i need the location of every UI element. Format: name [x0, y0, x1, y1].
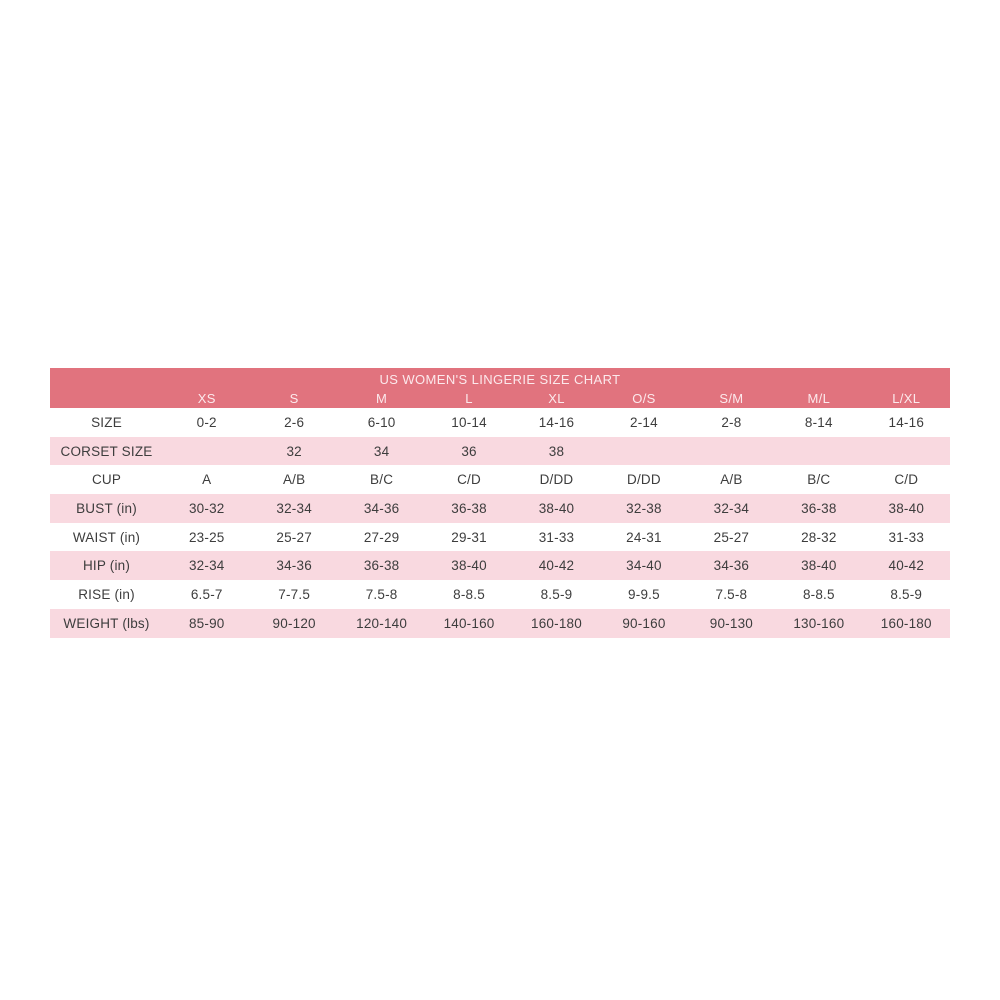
size-value-cell: 34-36 — [363, 500, 400, 516]
size-value-cell: 0-2 — [196, 414, 217, 430]
size-value-cell: 14-16 — [538, 414, 575, 430]
size-value-cell: 32-34 — [188, 558, 225, 574]
table-row: CORSET SIZE 32 34 36 38 — [50, 436, 950, 466]
size-value-cell: B/C — [807, 472, 831, 488]
size-value-cell: 34-40 — [626, 558, 662, 574]
size-value-cell: 90-120 — [272, 615, 316, 631]
size-column-header: L — [465, 391, 473, 406]
size-value-cell: 32-34 — [276, 500, 312, 516]
size-value-cell: 120-140 — [356, 615, 408, 631]
table-row: RISE (in) 6.5-7 7-7.5 7.5-8 8-8.5 8.5-9 9-9.5 7… — [50, 580, 950, 609]
size-value-cell: 27-29 — [363, 529, 400, 545]
table-row: BUST (in) 30-32 32-34 34-36 36-38 38-40 32-38 3… — [50, 494, 950, 523]
size-value-cell: 8-8.5 — [453, 586, 485, 602]
size-value-cell: 8.5-9 — [540, 586, 573, 602]
size-value-cell: 10-14 — [451, 414, 487, 430]
table-row: WAIST (in) 23-25 25-27 27-29 29-31 31-33 24-31… — [50, 522, 950, 552]
size-value-cell: 9-9.5 — [628, 586, 660, 602]
size-column-header: S/M — [719, 391, 744, 406]
size-value-cell: 34-36 — [713, 558, 750, 574]
size-value-cell: 8.5-9 — [890, 586, 923, 602]
size-value-cell: 34-36 — [276, 558, 312, 574]
size-value-cell: 2-14 — [630, 414, 658, 430]
size-value-cell: 36-38 — [363, 558, 400, 574]
size-value-cell: D/DD — [539, 472, 574, 488]
size-value-cell: 24-31 — [626, 529, 662, 545]
size-value-cell: C/D — [894, 472, 919, 488]
size-value-cell: 36 — [461, 443, 477, 459]
size-value-cell: 31-33 — [538, 529, 575, 545]
size-header-row: XS S M L XL O/S S/M M/L L/XL — [50, 389, 950, 408]
row-label: WAIST (in) — [72, 529, 141, 545]
size-column-header: S — [289, 391, 299, 406]
size-value-cell: 38-40 — [451, 558, 487, 574]
size-value-cell: 7.5-8 — [365, 586, 398, 602]
size-value-cell: 23-25 — [188, 529, 225, 545]
size-value-cell: 38 — [548, 443, 565, 459]
size-value-cell: 32-34 — [713, 500, 750, 516]
table-body: SIZE 0-2 2-6 6-10 10-14 14-16 2-14 2-8 8-14 14-16… — [50, 408, 950, 638]
size-value-cell: 7-7.5 — [278, 586, 311, 602]
size-value-cell: 31-33 — [888, 529, 925, 545]
size-value-cell: 140-160 — [443, 615, 495, 631]
table-row: WEIGHT (lbs) 85-90 90-120 120-140 140-160 160… — [50, 608, 950, 638]
size-value-cell: 25-27 — [276, 529, 312, 545]
size-value-cell: 36-38 — [801, 500, 837, 516]
size-value-cell: 38-40 — [801, 558, 837, 574]
size-column-header: O/S — [632, 391, 656, 406]
size-value-cell: 130-160 — [793, 615, 845, 631]
row-label: WEIGHT (lbs) — [63, 615, 150, 631]
size-value-cell: 29-31 — [451, 529, 487, 545]
table-header-band: US WOMEN'S LINGERIE SIZE CHART XS S M L XL O/… — [50, 368, 950, 408]
size-value-cell: 8-14 — [804, 414, 833, 430]
row-label: HIP (in) — [82, 558, 131, 574]
size-value-cell: D/DD — [627, 472, 661, 488]
row-label: CUP — [91, 472, 122, 488]
size-value-cell: 28-32 — [801, 529, 837, 545]
table-row: SIZE 0-2 2-6 6-10 10-14 14-16 2-14 2-8 8-14 14-16 — [50, 408, 950, 437]
size-value-cell: 32 — [286, 443, 302, 459]
size-column-header: XL — [548, 391, 565, 406]
size-value-cell: 38-40 — [538, 500, 575, 516]
size-value-cell: C/D — [457, 472, 481, 488]
lingerie-size-chart-table: US WOMEN'S LINGERIE SIZE CHART XS S M L XL O/… — [50, 368, 950, 638]
table-row: CUP A A/B B/C C/D D/DD D/DD A/B B/C C/D — [50, 465, 950, 495]
size-value-cell: 30-32 — [188, 500, 225, 516]
size-column-header: M — [376, 391, 388, 406]
row-label: BUST (in) — [76, 500, 137, 516]
size-value-cell: 32-38 — [626, 500, 662, 516]
size-column-header: XS — [197, 391, 216, 406]
size-value-cell: 7.5-8 — [715, 586, 748, 602]
size-column-header: M/L — [807, 391, 831, 406]
size-value-cell: 2-8 — [721, 414, 742, 430]
size-value-cell: 34 — [373, 443, 390, 459]
size-value-cell: 6.5-7 — [190, 586, 223, 602]
size-value-cell: 2-6 — [284, 414, 305, 430]
size-value-cell: 38-40 — [888, 500, 925, 516]
size-value-cell: 85-90 — [188, 615, 225, 631]
size-column-header: L/XL — [892, 391, 921, 406]
row-label: CORSET SIZE — [60, 443, 153, 459]
size-value-cell: A — [202, 472, 212, 488]
size-value-cell: 6-10 — [367, 414, 396, 430]
row-label: RISE (in) — [78, 586, 135, 602]
size-value-cell: 25-27 — [713, 529, 750, 545]
size-value-cell: 40-42 — [888, 558, 925, 574]
size-value-cell: 90-130 — [709, 615, 753, 631]
size-value-cell: B/C — [370, 472, 394, 488]
size-value-cell: 8-8.5 — [802, 586, 835, 602]
size-value-cell: 14-16 — [888, 414, 925, 430]
row-label: SIZE — [91, 414, 122, 430]
size-value-cell: 160-180 — [531, 615, 582, 631]
table-title: US WOMEN'S LINGERIE SIZE CHART — [379, 372, 621, 387]
size-value-cell: 40-42 — [538, 558, 575, 574]
table-row: HIP (in) 32-34 34-36 36-38 38-40 40-42 34-40 34… — [50, 551, 950, 581]
size-value-cell: 90-160 — [622, 615, 666, 631]
size-value-cell: 160-180 — [880, 615, 932, 631]
size-value-cell: 36-38 — [451, 500, 487, 516]
size-value-cell: A/B — [282, 472, 306, 488]
size-value-cell: A/B — [720, 472, 743, 488]
